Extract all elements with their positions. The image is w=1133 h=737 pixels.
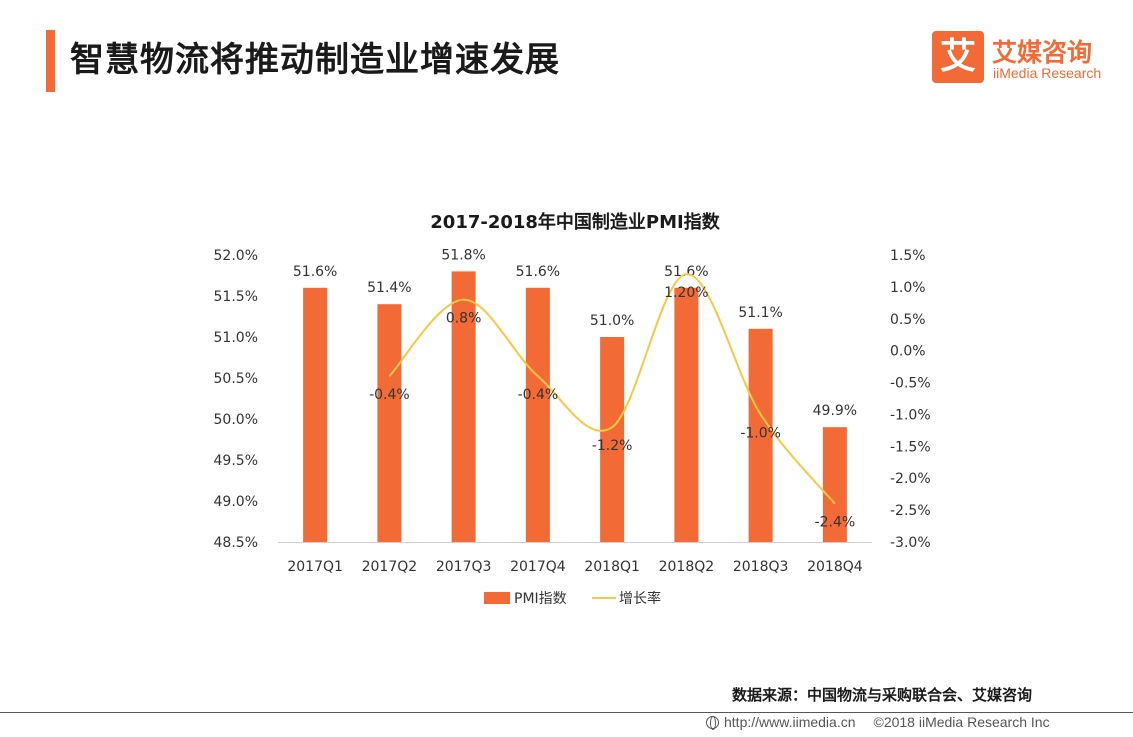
bar-value-label: 51.4% (367, 280, 411, 296)
x-tick-label: 2018Q2 (659, 559, 715, 575)
footer-divider (0, 712, 1133, 713)
y-right-tick-label: -0.5% (890, 376, 931, 392)
page-title: 智慧物流将推动制造业增速发展 (70, 40, 560, 80)
y-left-tick-label: 48.5% (214, 535, 258, 551)
line-value-label: 1.20% (664, 285, 708, 301)
globe-icon (706, 716, 719, 730)
bar-value-label: 51.0% (590, 313, 634, 329)
bar-pmi (822, 427, 847, 542)
growth-rate-line (388, 273, 836, 505)
chart-title: 2017-2018年中国制造业PMI指数 (430, 211, 720, 233)
y-right-tick-label: 1.0% (890, 280, 926, 296)
legend-swatch-pmi (484, 592, 510, 604)
bar-value-label: 49.9% (813, 403, 857, 419)
logo-name-en: iiMedia Research (993, 65, 1102, 81)
line-value-label: -1.2% (592, 438, 633, 454)
x-tick-label: 2018Q4 (807, 559, 863, 575)
footer-url[interactable]: http://www.iimedia.cn (706, 714, 856, 730)
y-right-tick-label: -1.5% (890, 439, 931, 455)
bar-value-label: 51.1% (738, 305, 782, 321)
bar-value-label: 51.8% (441, 247, 485, 263)
y-left-tick-label: 50.5% (214, 371, 258, 387)
bar-pmi (377, 304, 402, 542)
title-accent-bar (46, 30, 55, 92)
bar-value-label: 51.6% (516, 264, 560, 280)
bar-pmi (600, 337, 625, 542)
x-tick-label: 2017Q3 (436, 559, 492, 575)
x-tick-label: 2018Q1 (584, 559, 640, 575)
y-left-tick-label: 51.5% (214, 289, 258, 305)
y-left-tick-label: 52.0% (214, 248, 258, 264)
y-right-tick-label: -1.0% (890, 407, 931, 423)
y-left-tick-label: 49.5% (214, 453, 258, 469)
logo-mark: 艾 (932, 31, 984, 83)
line-value-label: -1.0% (740, 425, 781, 441)
bar-value-label: 51.6% (293, 264, 337, 280)
line-value-label: -2.4% (815, 515, 856, 531)
y-right-tick-label: -3.0% (890, 535, 931, 551)
y-left-tick-label: 49.0% (214, 494, 258, 510)
y-right-tick-label: -2.0% (890, 471, 931, 487)
y-left-tick-label: 51.0% (214, 330, 258, 346)
brand-logo: 艾 艾媒咨询 iiMedia Research (932, 31, 1112, 85)
bar-pmi (451, 271, 476, 542)
bar-pmi (748, 328, 773, 542)
x-tick-label: 2018Q3 (733, 559, 789, 575)
footer: http://www.iimedia.cn ©2018 iiMedia Resea… (706, 714, 1068, 730)
y-right-tick-label: 1.5% (890, 248, 926, 264)
footer-copyright: ©2018 iiMedia Research Inc (873, 714, 1050, 730)
y-right-tick-label: 0.0% (890, 344, 926, 360)
x-tick-label: 2017Q4 (510, 559, 566, 575)
y-right-tick-label: -2.5% (890, 503, 931, 519)
x-tick-label: 2017Q2 (362, 559, 418, 575)
bar-pmi (525, 287, 550, 542)
bar-pmi (674, 287, 699, 542)
logo-name-cn: 艾媒咨询 (992, 38, 1093, 67)
x-tick-label: 2017Q1 (287, 559, 343, 575)
y-left-tick-label: 50.0% (214, 412, 258, 428)
line-value-label: 0.8% (446, 311, 482, 327)
legend-label-growth: 增长率 (619, 590, 661, 607)
legend-label-pmi: PMI指数 (514, 591, 567, 607)
data-source-note: 数据来源：中国物流与采购联合会、艾媒咨询 (731, 686, 1032, 704)
bar-pmi (303, 287, 328, 542)
y-right-tick-label: 0.5% (890, 312, 926, 328)
line-value-label: -0.4% (369, 387, 410, 403)
bar-value-label: 51.6% (664, 264, 708, 280)
line-value-label: -0.4% (518, 387, 559, 403)
